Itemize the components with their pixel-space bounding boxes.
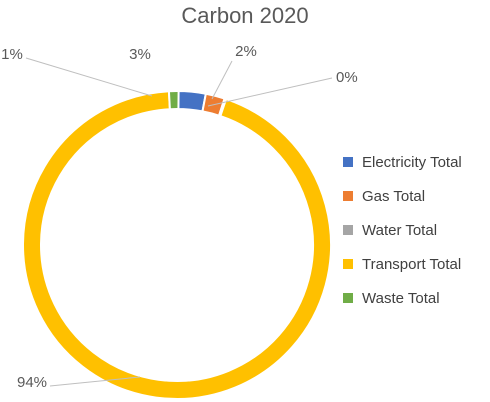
legend-label-electricity-total: Electricity Total (362, 154, 462, 171)
data-label-electricity-total: 3% (129, 46, 151, 63)
legend-swatch-gas-total (343, 191, 353, 201)
data-label-transport-total: 94% (17, 374, 47, 391)
legend-swatch-electricity-total (343, 157, 353, 167)
legend-swatch-water-total (343, 225, 353, 235)
slice-electricity-total (176, 90, 207, 113)
leader-line-transport-total (49, 376, 141, 387)
data-label-gas-total: 2% (235, 43, 257, 60)
data-label-water-total: 0% (336, 69, 358, 86)
legend-label-gas-total: Gas Total (362, 188, 425, 205)
slice-waste-total (167, 90, 180, 111)
legend-label-waste-total: Waste Total (362, 290, 440, 307)
leader-line-water-total (207, 77, 333, 107)
chart-title: Carbon 2020 (181, 3, 308, 28)
legend-swatch-waste-total (343, 293, 353, 303)
leader-line-waste-total (25, 57, 153, 97)
legend-label-transport-total: Transport Total (362, 256, 461, 273)
legend-label-water-total: Water Total (362, 222, 437, 239)
legend-swatch-transport-total (343, 259, 353, 269)
slice-transport-total (22, 90, 332, 400)
data-label-waste-total: 1% (1, 46, 23, 63)
leader-line-gas-total (211, 60, 233, 100)
